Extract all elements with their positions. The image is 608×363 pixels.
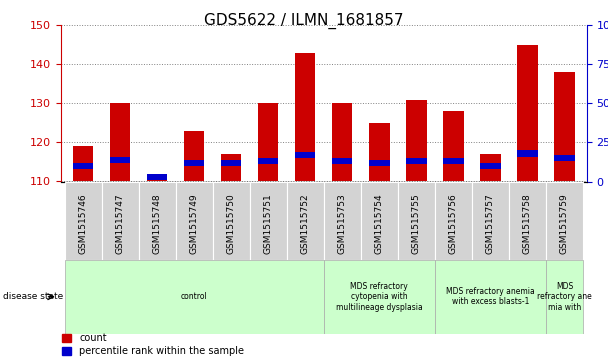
Text: MDS refractory
cytopenia with
multilineage dysplasia: MDS refractory cytopenia with multilinea…	[336, 282, 423, 312]
FancyBboxPatch shape	[139, 182, 176, 260]
FancyBboxPatch shape	[546, 260, 583, 334]
FancyBboxPatch shape	[509, 182, 546, 260]
Text: disease state: disease state	[3, 292, 63, 301]
Bar	[554, 72, 575, 182]
FancyBboxPatch shape	[546, 182, 583, 260]
Bar	[480, 163, 500, 169]
FancyBboxPatch shape	[435, 182, 472, 260]
Bar	[332, 103, 353, 182]
Bar	[406, 99, 427, 182]
Text: GSM1515750: GSM1515750	[227, 193, 236, 254]
Text: GSM1515746: GSM1515746	[78, 193, 88, 254]
Bar	[110, 156, 130, 163]
Bar	[295, 152, 316, 158]
Bar	[332, 158, 353, 164]
Legend: count, percentile rank within the sample: count, percentile rank within the sample	[60, 331, 246, 358]
Bar	[443, 158, 463, 164]
Bar	[184, 160, 204, 166]
Bar	[73, 163, 93, 169]
Bar	[554, 155, 575, 161]
FancyBboxPatch shape	[64, 182, 102, 260]
FancyBboxPatch shape	[324, 182, 361, 260]
Text: GSM1515759: GSM1515759	[560, 193, 569, 254]
Text: GSM1515753: GSM1515753	[338, 193, 347, 254]
Bar	[258, 158, 278, 164]
FancyBboxPatch shape	[472, 182, 509, 260]
Bar	[184, 131, 204, 182]
Bar	[147, 174, 167, 182]
Bar	[73, 146, 93, 182]
Text: GSM1515754: GSM1515754	[375, 193, 384, 254]
Text: GSM1515751: GSM1515751	[264, 193, 273, 254]
Text: GDS5622 / ILMN_1681857: GDS5622 / ILMN_1681857	[204, 13, 404, 29]
Text: GSM1515755: GSM1515755	[412, 193, 421, 254]
FancyBboxPatch shape	[250, 182, 287, 260]
FancyBboxPatch shape	[64, 260, 324, 334]
Text: GSM1515749: GSM1515749	[190, 193, 199, 254]
Bar	[147, 174, 167, 180]
Text: GSM1515757: GSM1515757	[486, 193, 495, 254]
Text: GSM1515752: GSM1515752	[301, 193, 309, 254]
Text: MDS refractory anemia
with excess blasts-1: MDS refractory anemia with excess blasts…	[446, 287, 535, 306]
Text: GSM1515756: GSM1515756	[449, 193, 458, 254]
FancyBboxPatch shape	[324, 260, 435, 334]
Text: GSM1515747: GSM1515747	[116, 193, 125, 254]
Text: control: control	[181, 292, 207, 301]
Bar	[443, 111, 463, 182]
FancyBboxPatch shape	[213, 182, 250, 260]
Bar	[295, 53, 316, 181]
FancyBboxPatch shape	[435, 260, 546, 334]
Text: GSM1515748: GSM1515748	[153, 193, 162, 254]
Text: MDS
refractory ane
mia with: MDS refractory ane mia with	[537, 282, 592, 312]
FancyBboxPatch shape	[176, 182, 213, 260]
Bar	[369, 123, 390, 182]
FancyBboxPatch shape	[398, 182, 435, 260]
FancyBboxPatch shape	[102, 182, 139, 260]
Bar	[517, 45, 537, 182]
Bar	[369, 160, 390, 166]
Bar	[517, 150, 537, 156]
Bar	[221, 160, 241, 166]
Bar	[406, 158, 427, 164]
Text: GSM1515758: GSM1515758	[523, 193, 532, 254]
Bar	[221, 154, 241, 182]
Bar	[110, 103, 130, 182]
Bar	[258, 103, 278, 182]
FancyBboxPatch shape	[361, 182, 398, 260]
Bar	[480, 154, 500, 182]
FancyBboxPatch shape	[287, 182, 324, 260]
